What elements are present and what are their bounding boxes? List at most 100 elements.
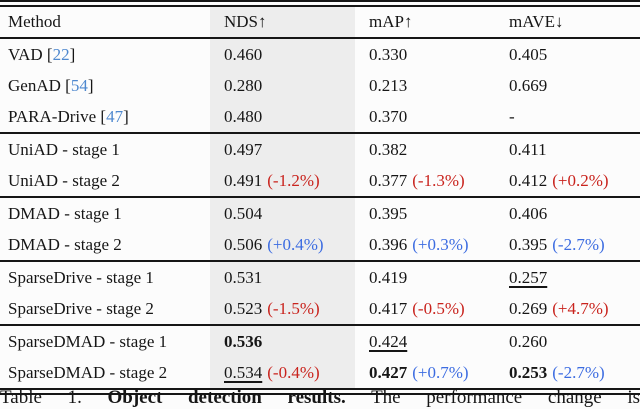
metric-value: 0.419 [369, 267, 408, 287]
nds-cell: 0.504 [210, 196, 355, 229]
nds-cell: 0.491 (-1.2%) [210, 165, 355, 197]
citation-bracket: [ [46, 44, 53, 64]
metric-value: 0.330 [369, 44, 408, 64]
method-cell: GenAD [54] [0, 70, 210, 101]
map-cell: 0.213 [355, 70, 495, 101]
metric-value: 0.395 [509, 234, 548, 254]
citation-link[interactable]: 47 [106, 106, 124, 126]
metric-value: 0.534 [224, 362, 263, 382]
metric-value: 0.382 [369, 139, 408, 159]
mave-cell: 0.257 [495, 260, 640, 293]
method-name: GenAD [8, 75, 61, 95]
method-cell: DMAD - stage 2 [0, 229, 210, 261]
mave-cell: - [495, 101, 640, 133]
method-cell: UniAD - stage 2 [0, 165, 210, 197]
delta-badge: (+0.3%) [412, 234, 469, 254]
delta-badge: (+4.7%) [552, 298, 609, 318]
method-name: DMAD - stage 2 [8, 234, 122, 254]
table-row: UniAD - stage 2 0.491 (-1.2%) 0.377 (-1.3%) 0… [0, 165, 640, 197]
metric-value: 0.377 [369, 170, 408, 190]
method-cell: VAD [22] [0, 38, 210, 70]
delta-badge: (-1.3%) [412, 170, 465, 190]
delta-badge: (+0.4%) [267, 234, 324, 254]
table-top-rule [0, 0, 640, 7]
nds-cell: 0.506 (+0.4%) [210, 229, 355, 261]
metric-value: 0.213 [369, 75, 408, 95]
caption-text: The performance change is [371, 387, 640, 408]
metric-value: 0.531 [224, 267, 263, 287]
method-cell: DMAD - stage 1 [0, 196, 210, 229]
method-cell: PARA-Drive [47] [0, 101, 210, 133]
mave-cell: 0.395 (-2.7%) [495, 229, 640, 261]
method-name: VAD [8, 44, 43, 64]
method-cell: SparseDMAD - stage 2 [0, 357, 210, 388]
metric-value: 0.405 [509, 44, 548, 64]
method-cell: SparseDMAD - stage 1 [0, 324, 210, 357]
metric-value: 0.504 [224, 203, 263, 223]
table-row: PARA-Drive [47] 0.480 0.370 - [0, 101, 640, 133]
table-row: SparseDMAD - stage 2 0.534 (-0.4%) 0.427 (+0… [0, 357, 640, 388]
citation-bracket: [ [65, 75, 71, 95]
mave-cell: 0.253 (-2.7%) [495, 357, 640, 388]
table-row: SparseDrive - stage 1 0.531 0.419 0.257 [0, 260, 640, 293]
metric-value: 0.412 [509, 170, 548, 190]
metric-value: 0.406 [509, 203, 548, 223]
metric-value: 0.260 [509, 331, 548, 351]
citation-bracket: ] [87, 75, 94, 95]
metric-value: 0.669 [509, 75, 548, 95]
metric-value: - [509, 106, 515, 126]
table-row: GenAD [54] 0.280 0.213 0.669 [0, 70, 640, 101]
delta-badge: (-0.4%) [267, 362, 320, 382]
map-cell: 0.427 (+0.7%) [355, 357, 495, 388]
metric-value: 0.396 [369, 234, 408, 254]
nds-cell: 0.536 [210, 324, 355, 357]
column-header-nds: NDS↑ [210, 7, 355, 39]
table-row: DMAD - stage 2 0.506 (+0.4%) 0.396 (+0.3%) 0.… [0, 229, 640, 261]
header-row: Method NDS↑ mAP↑ mAVE↓ [0, 7, 640, 39]
nds-cell: 0.523 (-1.5%) [210, 293, 355, 325]
method-name: DMAD - stage 1 [8, 203, 122, 223]
method-name: UniAD - stage 1 [8, 139, 120, 159]
results-table: Method NDS↑ mAP↑ mAVE↓ VAD [22] 0.460 0.33… [0, 7, 640, 388]
column-header-method: Method [0, 7, 210, 39]
method-name: SparseDrive - stage 1 [8, 267, 154, 287]
method-name: SparseDMAD - stage 1 [8, 331, 168, 351]
nds-cell: 0.480 [210, 101, 355, 133]
metric-value: 0.427 [369, 362, 408, 382]
citation-link[interactable]: 22 [52, 44, 70, 64]
table-row: DMAD - stage 1 0.504 0.395 0.406 [0, 196, 640, 229]
table-row: SparseDMAD - stage 1 0.536 0.424 0.260 [0, 324, 640, 357]
results-table-body: VAD [22] 0.460 0.330 0.405 GenAD [54] 0.280 0.… [0, 38, 640, 388]
map-cell: 0.382 [355, 132, 495, 165]
metric-value: 0.523 [224, 298, 263, 318]
mave-cell: 0.412 (+0.2%) [495, 165, 640, 197]
table-row: UniAD - stage 1 0.497 0.382 0.411 [0, 132, 640, 165]
map-cell: 0.330 [355, 38, 495, 70]
caption-label: Table 1. [0, 387, 82, 408]
delta-badge: (-2.7%) [552, 362, 605, 382]
caption-title: Object detection results. [107, 387, 346, 408]
delta-badge: (+0.2%) [552, 170, 609, 190]
column-header-mave: mAVE↓ [495, 7, 640, 39]
citation-bracket: ] [69, 44, 76, 64]
nds-cell: 0.531 [210, 260, 355, 293]
metric-value: 0.417 [369, 298, 408, 318]
nds-cell: 0.534 (-0.4%) [210, 357, 355, 388]
metric-value: 0.497 [224, 139, 263, 159]
metric-value: 0.257 [509, 267, 548, 287]
metric-value: 0.280 [224, 75, 263, 95]
map-cell: 0.395 [355, 196, 495, 229]
metric-value: 0.411 [509, 139, 547, 159]
mave-cell: 0.411 [495, 132, 640, 165]
method-cell: UniAD - stage 1 [0, 132, 210, 165]
metric-value: 0.506 [224, 234, 263, 254]
table-bottom-rule [0, 388, 640, 395]
citation-link[interactable]: 54 [70, 75, 88, 95]
citation-bracket: [ [100, 106, 107, 126]
map-cell: 0.417 (-0.5%) [355, 293, 495, 325]
metric-value: 0.269 [509, 298, 548, 318]
method-name: UniAD - stage 2 [8, 170, 120, 190]
mave-cell: 0.269 (+4.7%) [495, 293, 640, 325]
metric-value: 0.370 [369, 106, 408, 126]
nds-cell: 0.280 [210, 70, 355, 101]
